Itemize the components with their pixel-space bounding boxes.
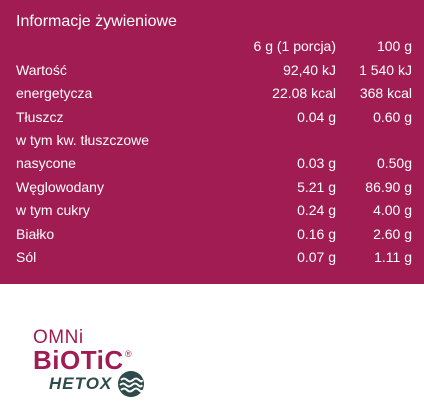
table-row: Wartość 92,40 kJ 1 540 kJ (0, 59, 424, 82)
table-row: nasycone 0.03 g 0.50g (0, 152, 424, 175)
table-row: Tłuszcz 0.04 g 0.60 g (0, 106, 424, 129)
row-label: nasycone (16, 155, 76, 171)
table-row: Białko 0.16 g 2.60 g (0, 223, 424, 246)
column-header-100g: 100 g (376, 38, 412, 54)
header-row: 6 g (1 porcja) 100 g (0, 35, 424, 58)
row-portion-value: 5.21 g (297, 179, 336, 195)
row-label: energetycza (16, 85, 93, 101)
row-label: Tłuszcz (16, 109, 64, 125)
row-portion-value: 0.03 g (297, 155, 336, 171)
wave-icon (118, 371, 144, 397)
row-portion-value: 0.07 g (297, 249, 336, 265)
row-100g-value: 2.60 g (373, 226, 412, 242)
logo-hetox-text: HETOX (49, 374, 113, 393)
row-label: Sól (16, 249, 37, 265)
table-row: Sól 0.07 g 1.11 g (0, 246, 424, 269)
row-portion-value: 22.08 kcal (272, 85, 336, 101)
row-label: Wartość (16, 62, 67, 78)
row-label: w tym kw. tłuszczowe (16, 132, 150, 148)
row-label: w tym cukry (16, 202, 90, 218)
panel-title: Informacje żywieniowe (16, 13, 177, 30)
row-100g-value: 1.11 g (374, 249, 412, 265)
row-100g-value: 0.60 g (373, 109, 412, 125)
row-label: Białko (16, 226, 55, 242)
row-portion-value: 92,40 kJ (283, 62, 336, 78)
table-row: w tym cukry 0.24 g 4.00 g (0, 199, 424, 222)
row-100g-value: 368 kcal (359, 85, 412, 101)
row-label: Węglowodany (16, 179, 104, 195)
row-100g-value: 0.50g (376, 155, 412, 171)
row-portion-value: 0.16 g (297, 226, 336, 242)
brand-logo: OMNi BiOTiC ® HETOX (33, 328, 163, 404)
nutrition-panel: Informacje żywieniowe 6 g (1 porcja) 100… (0, 0, 424, 284)
row-portion-value: 0.04 g (297, 109, 336, 125)
logo-omni-text: OMNi (33, 327, 84, 348)
registered-mark: ® (125, 349, 132, 359)
row-100g-value: 1 540 kJ (359, 62, 412, 78)
row-portion-value: 0.24 g (297, 202, 336, 218)
column-header-portion: 6 g (1 porcja) (253, 38, 336, 54)
row-100g-value: 4.00 g (373, 202, 412, 218)
row-100g-value: 86.90 g (365, 179, 412, 195)
table-row: Węglowodany 5.21 g 86.90 g (0, 176, 424, 199)
table-row: energetycza 22.08 kcal 368 kcal (0, 82, 424, 105)
table-row: w tym kw. tłuszczowe (0, 129, 424, 152)
logo-biotic-text: BiOTiC (33, 345, 124, 375)
